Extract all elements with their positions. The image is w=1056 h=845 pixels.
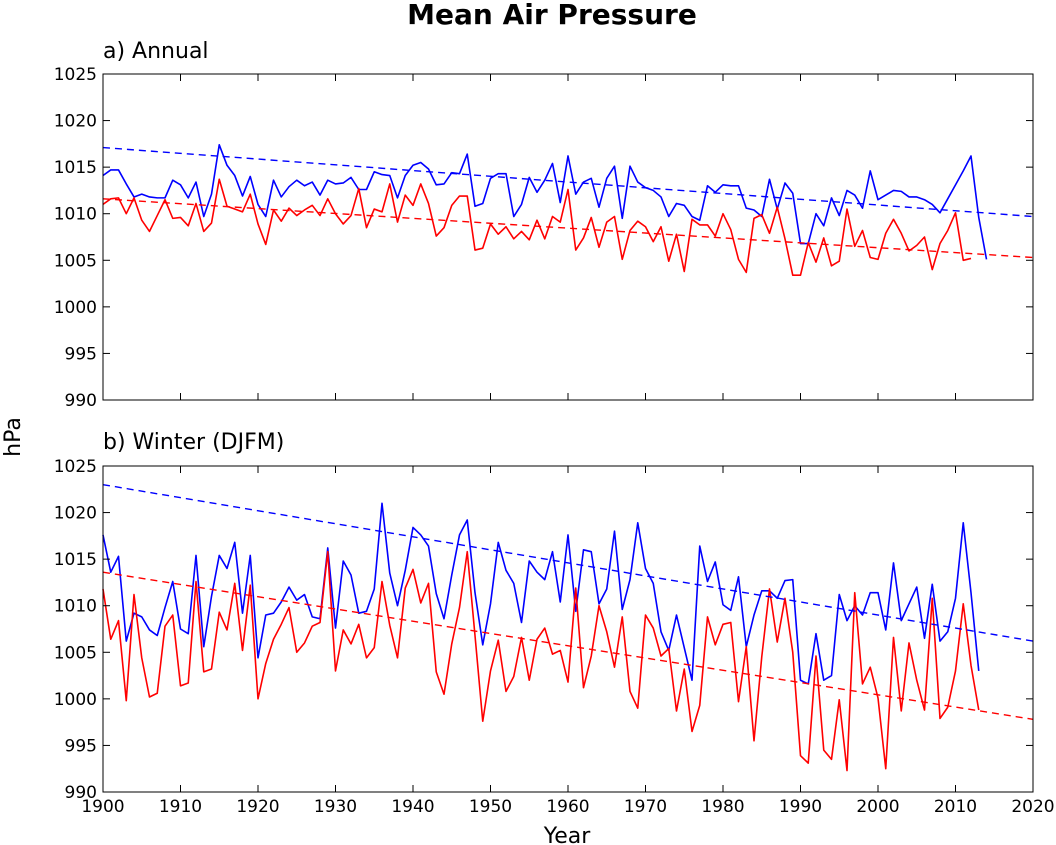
y-tick-label: 1020 — [54, 504, 97, 524]
panel-a-title: a) Annual — [103, 39, 209, 64]
x-tick-label: 1910 — [159, 797, 202, 817]
y-tick-label: 1025 — [54, 457, 97, 477]
trend-line-2 — [102, 571, 1034, 721]
series-line-1 — [102, 143, 988, 260]
y-tick-label: 1010 — [54, 205, 97, 225]
plot-frame — [102, 465, 1034, 793]
y-tick-label: 1015 — [54, 550, 97, 570]
x-tick-label: 1950 — [469, 797, 512, 817]
figure-title: Mean Air Pressure — [407, 0, 697, 31]
y-tick-label: 1000 — [54, 298, 97, 318]
y-tick-label: 1020 — [54, 112, 97, 132]
series-line-1 — [102, 502, 980, 685]
x-tick-label: 1900 — [81, 797, 124, 817]
y-tick-label: 1015 — [54, 158, 97, 178]
y-tick-label: 1000 — [54, 690, 97, 710]
y-tick-label: 995 — [65, 736, 97, 756]
x-tick-label: 1970 — [624, 797, 667, 817]
panel-a-plot: 990 995 1000 1005 1010 1015 1020 1025 — [54, 65, 1034, 411]
y-tick-label: 990 — [65, 783, 97, 803]
x-tick-label: 1960 — [546, 797, 589, 817]
x-tick-label: 1940 — [391, 797, 434, 817]
trend-line-2 — [102, 198, 1034, 259]
series-line-2 — [102, 550, 980, 772]
y-tick-label: 1010 — [54, 597, 97, 617]
y-axis-label: hPa — [1, 417, 26, 457]
plot-frame — [102, 73, 1034, 401]
x-tick-label: 2000 — [856, 797, 899, 817]
x-tick-label: 1980 — [701, 797, 744, 817]
y-tick-label: 990 — [65, 391, 97, 411]
series-line-2 — [102, 178, 972, 276]
panel-b-plot: 990 995 1000 1005 1010 1015 1020 1025 1900 1910 19… — [54, 457, 1055, 817]
panel-b-title: b) Winter (DJFM) — [103, 430, 284, 455]
x-tick-label: 1930 — [314, 797, 357, 817]
x-tick-label: 1990 — [779, 797, 822, 817]
trend-line-1 — [102, 483, 1034, 642]
x-tick-label: 2020 — [1011, 797, 1054, 817]
y-tick-label: 1025 — [54, 65, 97, 85]
y-tick-label: 1005 — [54, 643, 97, 663]
y-tick-label: 995 — [65, 344, 97, 364]
x-axis-label: Year — [543, 824, 592, 845]
x-tick-label: 2010 — [934, 797, 977, 817]
x-tick-label: 1920 — [236, 797, 279, 817]
y-tick-label: 1005 — [54, 251, 97, 271]
